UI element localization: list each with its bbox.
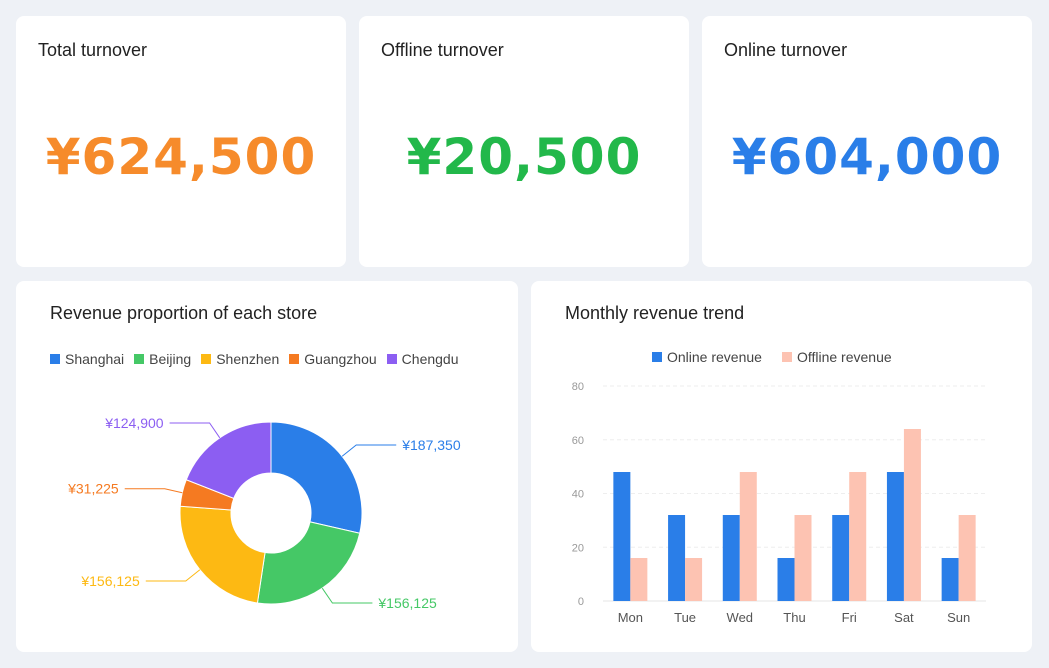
legend-item-shanghai[interactable]: Shanghai <box>50 351 124 367</box>
card-title: Monthly revenue trend <box>565 303 745 323</box>
legend-item-guangzhou[interactable]: Guangzhou <box>289 351 377 367</box>
pie-legend: Shanghai Beijing Shenzhen Guangzhou Chen… <box>50 351 459 367</box>
y-tick-label: 0 <box>578 596 584 608</box>
kpi-card-total: Total turnover ¥624,500 <box>16 16 346 267</box>
pie-slice-beijing[interactable] <box>256 521 361 605</box>
pie-data-label-beijing: ¥156,125 <box>377 595 437 611</box>
bar-chart: 0 20 40 60 80 Mon Tue Wed Thu Fri Sat Sun <box>572 381 986 625</box>
legend-swatch <box>289 354 300 364</box>
x-tick-label: Sat <box>894 610 914 625</box>
kpi-value: ¥604,000 <box>731 128 1003 186</box>
pie-data-label-guangzhou: ¥31,225 <box>67 481 119 497</box>
pie-leader-line <box>341 444 397 457</box>
bar-online-sun[interactable] <box>941 558 959 601</box>
legend-item-offline[interactable]: Offline revenue <box>781 349 892 365</box>
legend-swatch <box>50 354 60 364</box>
pie-slice-chengdu[interactable] <box>185 421 272 500</box>
kpi-value: ¥624,500 <box>45 128 317 186</box>
y-tick-label: 80 <box>572 381 584 393</box>
bar-offline-sun[interactable] <box>958 515 976 601</box>
bar-online-mon[interactable] <box>613 472 631 601</box>
legend-label: Shenzhen <box>216 351 280 367</box>
pie-leader-line <box>169 422 221 439</box>
legend-swatch <box>781 352 792 362</box>
kpi-card-offline: Offline turnover ¥20,500 <box>359 16 689 267</box>
legend-label: Offline revenue <box>796 349 892 365</box>
bar-offline-mon[interactable] <box>630 558 648 601</box>
bar-offline-sat[interactable] <box>903 429 921 601</box>
bar-online-sat[interactable] <box>886 472 904 601</box>
pie-slice-shanghai[interactable] <box>270 421 363 534</box>
x-tick-label: Thu <box>783 610 805 625</box>
kpi-value: ¥20,500 <box>406 128 642 186</box>
legend-swatch <box>652 352 662 362</box>
bar-offline-thu[interactable] <box>794 515 812 601</box>
legend-label: Shanghai <box>65 351 125 367</box>
bar-online-tue[interactable] <box>668 515 686 601</box>
monthly-trend-card: Monthly revenue trend Online revenue Off… <box>531 281 1032 652</box>
pie-data-label-shenzhen: ¥156,125 <box>80 573 140 589</box>
kpi-title: Online turnover <box>724 40 848 60</box>
donut-chart: ¥187,350 ¥156,125 ¥156,125 ¥31,225 ¥124,900 <box>67 415 461 611</box>
legend-swatch <box>134 354 145 364</box>
pie-slice-shenzhen[interactable] <box>179 505 266 604</box>
legend-item-online[interactable]: Online revenue <box>652 349 762 365</box>
x-tick-label: Mon <box>618 610 643 625</box>
x-tick-label: Fri <box>842 610 857 625</box>
x-tick-label: Tue <box>674 610 696 625</box>
pie-data-label-shanghai: ¥187,350 <box>401 437 461 453</box>
y-tick-label: 60 <box>572 435 584 447</box>
bar-legend: Online revenue Offline revenue <box>652 349 892 365</box>
kpi-card-online: Online turnover ¥604,000 <box>702 16 1032 267</box>
pie-leader-line <box>321 587 373 604</box>
x-tick-label: Sun <box>947 610 970 625</box>
kpi-title: Offline turnover <box>381 40 504 60</box>
card-title: Revenue proportion of each store <box>50 303 318 323</box>
bar-offline-fri[interactable] <box>849 472 867 601</box>
pie-leader-line <box>124 488 183 494</box>
store-revenue-card: Revenue proportion of each store Shangha… <box>16 281 518 652</box>
bar-offline-wed[interactable] <box>739 472 757 601</box>
legend-label: Chengdu <box>401 351 459 367</box>
bar-offline-tue[interactable] <box>685 558 703 601</box>
y-tick-label: 40 <box>572 489 584 501</box>
legend-swatch <box>201 354 212 364</box>
legend-label: Online revenue <box>667 349 762 365</box>
x-tick-label: Wed <box>727 610 754 625</box>
pie-data-label-chengdu: ¥124,900 <box>104 415 164 431</box>
y-tick-label: 20 <box>572 542 584 554</box>
legend-item-beijing[interactable]: Beijing <box>134 351 191 367</box>
legend-item-shenzhen[interactable]: Shenzhen <box>201 351 279 367</box>
legend-label: Beijing <box>149 351 192 367</box>
bar-online-wed[interactable] <box>722 515 740 601</box>
bar-online-thu[interactable] <box>777 558 795 601</box>
legend-label: Guangzhou <box>304 351 377 367</box>
pie-leader-line <box>145 569 201 582</box>
kpi-title: Total turnover <box>38 40 148 60</box>
legend-item-chengdu[interactable]: Chengdu <box>386 351 459 367</box>
bar-online-fri[interactable] <box>832 515 850 601</box>
legend-swatch <box>386 354 397 364</box>
